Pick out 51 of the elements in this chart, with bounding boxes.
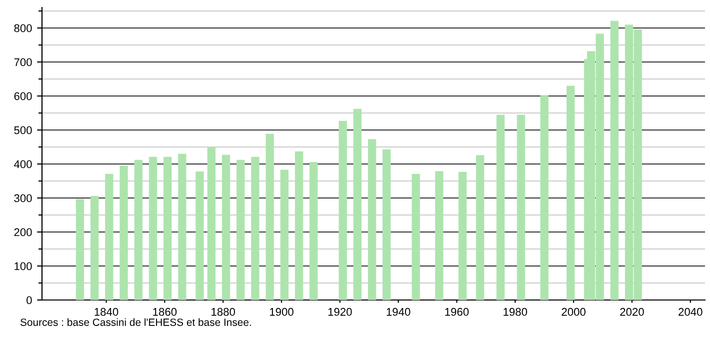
x-tick-label: 2000 [562,308,586,316]
bar [90,196,99,300]
bar [368,139,376,300]
bar [280,170,289,300]
bar [148,156,158,300]
bar [496,114,505,300]
x-tick-label: 2020 [620,308,644,316]
bar [382,149,391,300]
bar [435,171,444,300]
bar [338,120,347,300]
bar [516,114,526,300]
bar [412,174,420,300]
y-tick-label: 700 [14,58,32,66]
bar [164,156,172,300]
y-tick-label: 100 [14,262,32,270]
bar [178,154,186,300]
y-tick-label: 800 [14,24,32,32]
bar [610,20,619,300]
y-tick-label: 200 [14,228,32,236]
y-tick-label: 0 [26,296,32,304]
bar [120,166,128,300]
x-tick-label: 1920 [328,308,352,316]
bar [540,96,548,300]
bar [222,154,230,300]
bar [310,162,318,300]
y-tick-label: 500 [14,126,32,134]
bar [266,134,274,300]
bar [566,86,575,300]
bar [76,199,84,300]
y-tick-label: 600 [14,92,32,100]
bar [105,174,114,300]
bar [476,155,484,300]
bar [294,151,304,300]
bar [251,156,260,300]
bar [207,147,216,300]
x-tick-label: 1880 [212,308,236,316]
bar [458,172,467,300]
source-note: Sources : base Cassini de l'EHESS et base Insee. [20,318,251,326]
x-tick-label: 1960 [445,308,469,316]
bar [353,108,362,300]
y-tick-label: 300 [14,194,32,202]
bar [236,160,245,300]
x-tick-label: 1860 [153,308,177,316]
x-tick-label: 1980 [504,308,528,316]
bar [196,171,204,300]
x-tick-label: 2040 [678,308,702,316]
x-tick-label: 1900 [270,308,294,316]
x-tick-label: 1940 [386,308,410,316]
bar [134,160,142,300]
y-tick-label: 400 [14,160,32,168]
x-tick-label: 1840 [94,308,118,316]
